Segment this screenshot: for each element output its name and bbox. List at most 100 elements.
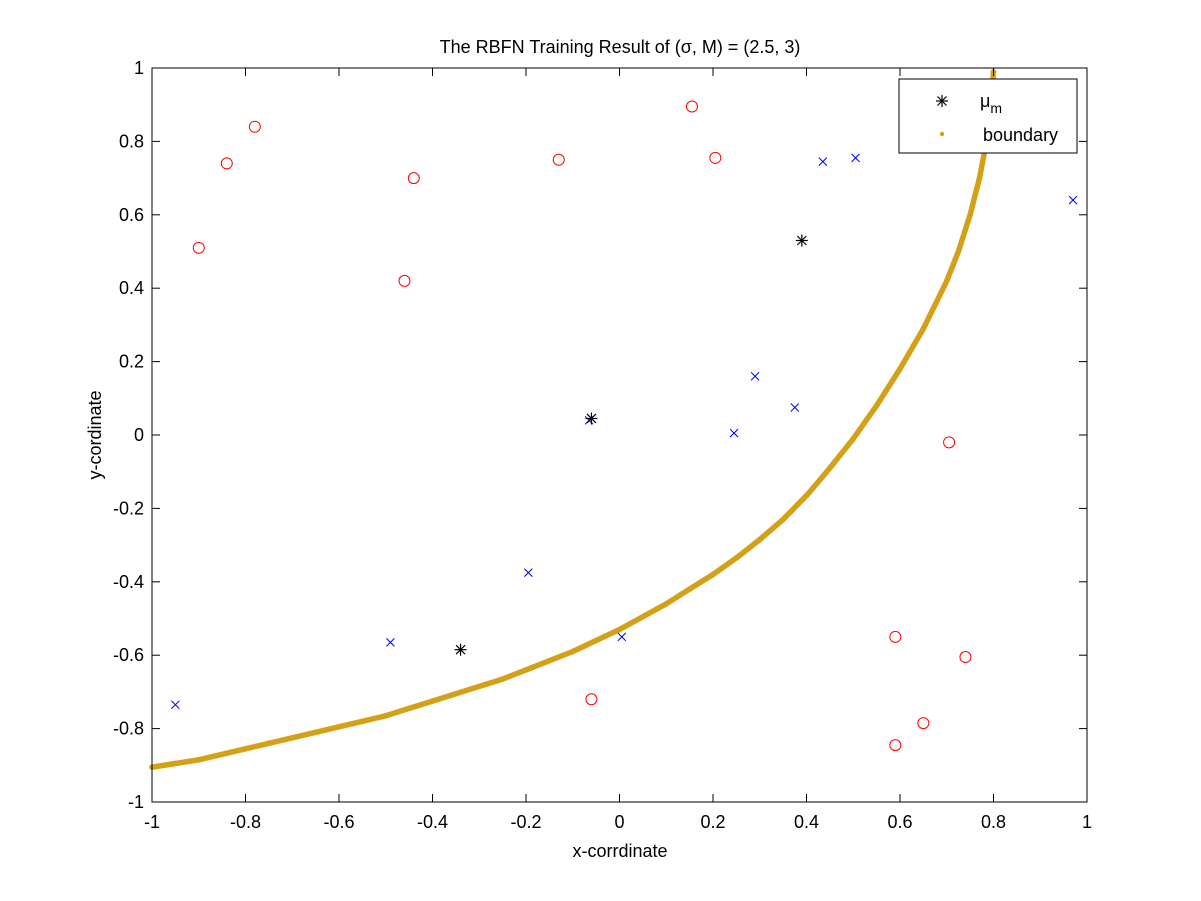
data-point-cross bbox=[1068, 195, 1078, 205]
data-point-cross bbox=[790, 403, 800, 412]
boundary-point bbox=[359, 718, 366, 725]
boundary-point bbox=[943, 278, 950, 284]
y-tick-label: 0.6 bbox=[119, 205, 144, 225]
boundary-point bbox=[920, 325, 927, 332]
boundary-point bbox=[523, 667, 529, 673]
x-tick-label: 0 bbox=[614, 812, 624, 832]
boundary-layer bbox=[149, 68, 997, 770]
data-point-circle bbox=[685, 100, 698, 113]
boundary-point bbox=[850, 435, 857, 442]
x-tick-label: 0.4 bbox=[794, 812, 819, 832]
center-point-asterisk bbox=[795, 234, 808, 247]
data-point-cross bbox=[851, 153, 860, 163]
center-point-asterisk bbox=[585, 412, 598, 425]
legend-label-boundary: boundary bbox=[983, 125, 1058, 145]
points-layer bbox=[171, 100, 1078, 752]
y-tick-label: -0.2 bbox=[113, 498, 144, 518]
data-point-circle bbox=[917, 717, 930, 730]
boundary-point bbox=[967, 212, 973, 218]
boundary-point bbox=[686, 586, 693, 592]
data-point-circle bbox=[398, 274, 411, 287]
boundary-point bbox=[429, 698, 436, 704]
data-point-circle bbox=[585, 693, 598, 706]
boundary-point bbox=[289, 734, 296, 741]
data-point-circle bbox=[943, 436, 956, 449]
y-tick-label: -0.4 bbox=[113, 572, 144, 592]
y-tick-label: 0.2 bbox=[119, 352, 144, 372]
y-tick-label: -1 bbox=[128, 792, 144, 812]
x-tick-label: -0.4 bbox=[417, 812, 448, 832]
y-tick-label: 0 bbox=[134, 425, 144, 445]
boundary-point bbox=[780, 516, 786, 523]
y-axis-label: y-cordinate bbox=[85, 390, 105, 479]
boundary-point bbox=[219, 751, 225, 758]
legend-box bbox=[898, 78, 1078, 154]
boundary-point bbox=[336, 723, 342, 730]
x-tick-label: -1 bbox=[144, 812, 160, 832]
legend-marker-boundary bbox=[939, 131, 945, 137]
legend: μm boundary bbox=[898, 78, 1078, 154]
boundary-point bbox=[312, 729, 319, 736]
data-point-cross bbox=[523, 568, 533, 577]
data-point-cross bbox=[386, 638, 395, 647]
data-point-circle bbox=[248, 120, 261, 133]
legend-marker-centers bbox=[936, 95, 948, 107]
x-tick-label: -0.8 bbox=[230, 812, 261, 832]
data-point-circle bbox=[889, 739, 902, 752]
data-point-circle bbox=[709, 151, 722, 164]
boundary-point bbox=[569, 648, 576, 655]
x-tick-label: 1 bbox=[1082, 812, 1092, 832]
boundary-point bbox=[976, 175, 983, 181]
data-point-cross bbox=[818, 157, 828, 166]
data-point-cross bbox=[617, 632, 627, 642]
boundary-point bbox=[546, 657, 553, 664]
boundary-point bbox=[710, 571, 716, 578]
x-tick-label: 0.8 bbox=[981, 812, 1006, 832]
x-tick-label: -0.6 bbox=[323, 812, 354, 832]
x-tick-label: 0.2 bbox=[700, 812, 725, 832]
boundary-point bbox=[873, 402, 880, 409]
boundary-point bbox=[406, 705, 412, 712]
center-point-asterisk bbox=[454, 643, 467, 656]
boundary-point bbox=[756, 536, 763, 543]
boundary-point bbox=[195, 756, 202, 763]
data-point-circle bbox=[407, 172, 420, 185]
y-tick-label: 0.8 bbox=[119, 131, 144, 151]
boundary-point bbox=[382, 712, 389, 719]
boundary-point bbox=[640, 613, 646, 620]
legend-label-centers-main: μ bbox=[980, 91, 990, 111]
data-point-circle bbox=[220, 157, 233, 170]
boundary-point bbox=[663, 601, 670, 607]
y-tick-label: 1 bbox=[134, 58, 144, 78]
boundary-point bbox=[955, 248, 962, 255]
boundary-point bbox=[733, 555, 740, 561]
ticks-layer: -1 -0.8 -0.6 -0.4 -0.2 0 0.2 0.4 0.6 0.8 1 -1 -0.8 -0… bbox=[113, 58, 1092, 832]
chart-title: The RBFN Training Result of (σ, M) = (2.… bbox=[440, 37, 801, 57]
legend-label-centers: μm bbox=[980, 91, 1002, 116]
legend-label-centers-sub: m bbox=[990, 100, 1002, 116]
boundary-point bbox=[242, 745, 249, 752]
data-point-circle bbox=[192, 241, 205, 254]
data-point-circle bbox=[889, 630, 902, 643]
y-tick-label: -0.8 bbox=[113, 719, 144, 739]
x-tick-label: 0.6 bbox=[887, 812, 912, 832]
boundary-point bbox=[803, 492, 810, 499]
boundary-point bbox=[172, 760, 179, 767]
data-point-cross bbox=[171, 700, 180, 710]
data-point-circle bbox=[552, 153, 565, 166]
boundary-point bbox=[476, 683, 483, 690]
y-tick-label: 0.4 bbox=[119, 278, 144, 298]
boundary-point bbox=[266, 740, 272, 747]
data-point-cross bbox=[750, 371, 760, 381]
data-point-circle bbox=[959, 651, 972, 664]
x-axis-label: x-corrdinate bbox=[572, 841, 667, 861]
x-tick-label: -0.2 bbox=[510, 812, 541, 832]
boundary-point bbox=[616, 626, 623, 633]
boundary-point bbox=[453, 690, 459, 697]
boundary-point bbox=[827, 465, 833, 471]
boundary-point bbox=[499, 676, 506, 682]
data-point-cross bbox=[729, 428, 739, 438]
y-tick-label: -0.6 bbox=[113, 645, 144, 665]
boundary-point bbox=[593, 637, 599, 644]
